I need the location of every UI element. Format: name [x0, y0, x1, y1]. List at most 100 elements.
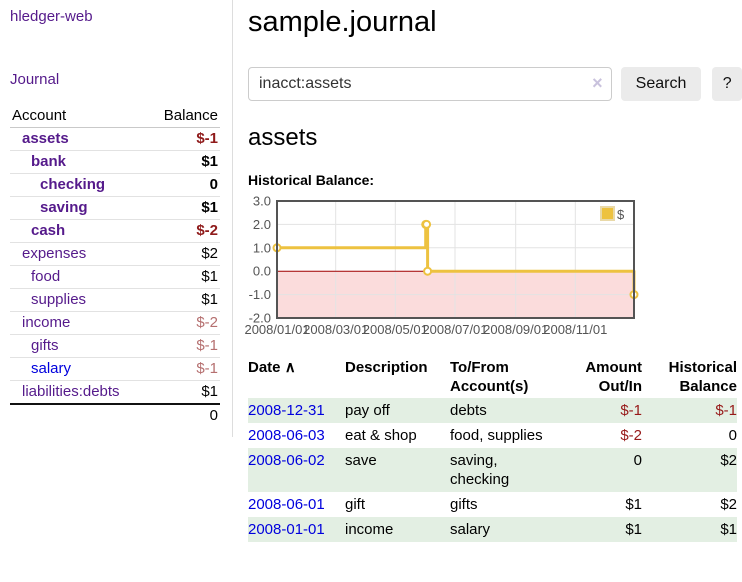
account-link[interactable]: food: [31, 268, 61, 285]
accounts-total-value: 0: [147, 403, 220, 427]
search-button[interactable]: Search: [620, 67, 702, 101]
register-row[interactable]: 2008-06-03 eat & shop food, supplies $-2 0: [248, 423, 737, 448]
app-title-link[interactable]: hledger-web: [10, 8, 93, 25]
register-header-date: Date ∧: [248, 359, 296, 376]
svg-text:2008/11/01: 2008/11/01: [543, 322, 607, 337]
balance-column-header: Balance: [147, 104, 220, 128]
account-link[interactable]: salary: [31, 360, 72, 377]
page-title: sample.journal: [248, 6, 437, 38]
account-balance: $1: [147, 150, 220, 174]
search-box: ×: [248, 67, 612, 101]
account-balance: $1: [147, 288, 220, 312]
register-amount: $1: [625, 496, 642, 513]
account-balance: $1: [201, 383, 218, 400]
help-button[interactable]: ?: [712, 67, 742, 101]
account-balance: $-2: [147, 311, 220, 335]
register-description: gift: [345, 496, 366, 513]
svg-text:2008/05/01: 2008/05/01: [363, 322, 428, 337]
register-balance: $1: [720, 521, 737, 538]
account-row: food $1: [10, 265, 220, 289]
account-balance: $-1: [147, 127, 220, 151]
main-content: sample.journal × Search ? assets Histori…: [244, 0, 742, 542]
register-accounts: saving, checking: [450, 452, 510, 488]
account-link[interactable]: cash: [31, 222, 66, 239]
svg-text:2008/07/01: 2008/07/01: [422, 322, 487, 337]
account-row: cash $-2: [10, 219, 220, 243]
search-form: × Search ?: [248, 67, 742, 101]
account-link[interactable]: bank: [31, 153, 67, 170]
register-amount: $-1: [620, 402, 642, 419]
register-row[interactable]: 2008-01-01 income salary $1 $1: [248, 517, 737, 542]
chart-title: Historical Balance:: [248, 172, 375, 188]
svg-text:-1.0: -1.0: [249, 287, 271, 302]
account-row: checking 0: [10, 173, 220, 197]
register-balance: $2: [720, 452, 737, 469]
register-accounts: salary: [450, 521, 491, 538]
account-balance: $1: [147, 265, 220, 289]
svg-text:2.0: 2.0: [253, 217, 271, 232]
account-balance: $-1: [147, 357, 220, 381]
account-row: liabilities:debts $1: [10, 381, 220, 405]
sidebar: hledger-web Journal Account Balance asse…: [0, 0, 233, 437]
register-date-link[interactable]: 2008-06-03: [248, 427, 325, 444]
register-date-link[interactable]: 2008-01-01: [248, 521, 325, 538]
register-accounts: gifts: [450, 496, 478, 513]
account-column-header: Account: [10, 104, 148, 128]
account-row: income $-2: [10, 311, 220, 335]
account-row: bank $1: [10, 150, 220, 174]
account-row: gifts $-1: [10, 334, 220, 358]
register-description: income: [345, 521, 394, 538]
account-balance-table: Account Balance assets $-1 bank $1 checking 0…: [10, 104, 220, 427]
register-date-link[interactable]: 2008-06-01: [248, 496, 325, 513]
register-balance: $2: [720, 496, 737, 513]
sidebar-item-journal[interactable]: Journal: [10, 71, 60, 88]
account-row: saving $1: [10, 196, 220, 220]
search-input[interactable]: [248, 67, 612, 101]
register-row[interactable]: 2008-06-02 save saving, checking 0 $2: [248, 448, 737, 492]
svg-text:2008/01/01: 2008/01/01: [244, 322, 309, 337]
historical-balance-chart: $3.0 2.0 1.0 0.0 -1.0 -2.0 2008/01/01 2008/03/0…: [244, 194, 742, 338]
svg-text:3.0: 3.0: [253, 194, 271, 209]
account-balance: $-2: [147, 219, 220, 243]
svg-text:2008/09/01: 2008/09/01: [483, 322, 548, 337]
register-header-balance: Historical Balance: [668, 359, 737, 395]
account-link[interactable]: gifts: [31, 337, 59, 354]
svg-text:$: $: [617, 207, 625, 222]
sort-ascending-icon: ∧: [284, 359, 296, 376]
register-row[interactable]: 2008-06-01 gift gifts $1 $2: [248, 492, 737, 517]
register-amount: $1: [625, 521, 642, 538]
account-link[interactable]: supplies: [31, 291, 87, 308]
account-link[interactable]: expenses: [22, 245, 87, 262]
account-heading: assets: [248, 124, 318, 151]
account-link[interactable]: saving: [40, 199, 88, 216]
svg-text:2008/03/01: 2008/03/01: [303, 322, 368, 337]
account-balance: $-1: [147, 334, 220, 358]
register-balance: 0: [728, 427, 737, 444]
account-balance: 0: [147, 173, 220, 197]
clear-search-icon[interactable]: ×: [592, 73, 603, 93]
register-accounts: food, supplies: [450, 427, 543, 444]
register-description: pay off: [345, 402, 390, 419]
register-date-link[interactable]: 2008-06-02: [248, 452, 325, 469]
account-link[interactable]: income: [22, 314, 71, 331]
register-header-description: Description: [345, 359, 428, 376]
register-date-link[interactable]: 2008-12-31: [248, 402, 325, 419]
register-accounts: debts: [450, 402, 487, 419]
register-row[interactable]: 2008-12-31 pay off debts $-1 $-1: [248, 398, 737, 423]
register-balance: $-1: [715, 402, 737, 419]
account-balance: $1: [147, 196, 220, 220]
register-description: save: [345, 452, 377, 469]
account-link[interactable]: assets: [22, 130, 69, 147]
account-link[interactable]: liabilities:debts: [22, 383, 120, 400]
accounts-total-row: 0: [10, 403, 220, 427]
account-link[interactable]: checking: [40, 176, 106, 193]
account-row: salary $-1: [10, 357, 220, 381]
register-amount: $-2: [620, 427, 642, 444]
register-header-accounts: To/From Account(s): [450, 359, 529, 395]
register-header-amount: Amount Out/In: [585, 359, 642, 395]
account-row: assets $-1: [10, 127, 220, 151]
account-row: supplies $1: [10, 288, 220, 312]
svg-text:0.0: 0.0: [253, 264, 271, 279]
register-description: eat & shop: [345, 427, 417, 444]
